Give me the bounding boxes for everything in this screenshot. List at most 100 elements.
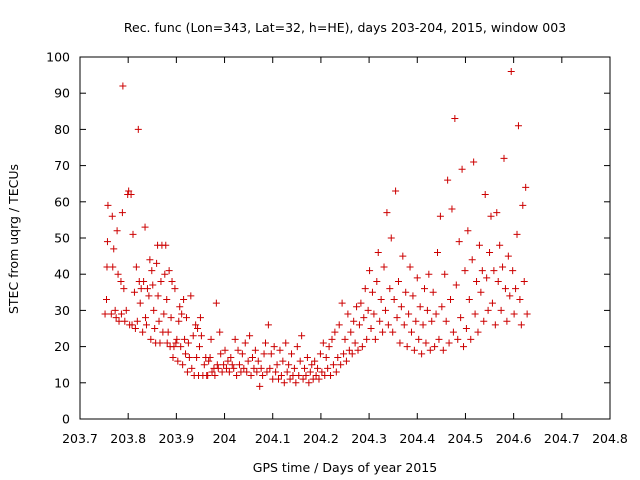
data-point-marker [379, 328, 387, 336]
data-point-marker [488, 299, 496, 307]
data-point-marker [194, 325, 202, 332]
data-point-marker [312, 372, 320, 380]
data-point-marker [212, 299, 220, 307]
data-point-marker [451, 115, 459, 123]
data-point-marker [394, 277, 402, 285]
data-point-marker [157, 277, 165, 285]
data-point-marker [455, 238, 463, 246]
data-point-marker [141, 223, 149, 231]
data-point-marker [195, 343, 203, 351]
data-point-marker [101, 310, 109, 318]
data-point-marker [454, 335, 462, 343]
data-point-marker [211, 372, 219, 380]
data-point-marker [139, 328, 147, 336]
data-point-marker [146, 256, 154, 264]
data-point-marker [318, 368, 326, 376]
data-point-marker [163, 296, 171, 304]
data-point-marker [428, 317, 436, 325]
data-point-marker [251, 346, 259, 354]
data-point-marker [473, 277, 481, 285]
data-point-marker [296, 357, 304, 365]
data-point-marker [142, 321, 150, 329]
data-point-marker [434, 248, 442, 256]
x-tick-label: 204.7 [544, 431, 580, 446]
data-point-marker [342, 357, 350, 365]
data-point-marker [188, 364, 196, 372]
data-point-marker [399, 252, 407, 260]
data-point-marker [145, 292, 153, 300]
data-point-marker [299, 375, 307, 383]
data-point-marker [371, 335, 379, 343]
data-point-marker [462, 325, 470, 332]
data-point-marker [154, 292, 162, 300]
data-point-marker [509, 267, 517, 275]
data-point-marker [460, 343, 468, 351]
data-point-marker [181, 335, 189, 343]
data-point-marker [368, 288, 376, 296]
data-point-marker [257, 364, 265, 372]
data-point-marker [177, 343, 185, 351]
data-point-marker [298, 332, 306, 340]
data-point-marker [381, 306, 389, 314]
data-point-marker [248, 353, 256, 361]
x-tick-label: 203.7 [62, 431, 98, 446]
data-point-marker [121, 317, 129, 325]
data-point-marker [341, 335, 349, 343]
data-point-marker [496, 241, 504, 249]
data-point-marker [260, 350, 268, 358]
data-point-marker [481, 191, 489, 199]
data-point-marker [431, 343, 439, 351]
data-point-marker [272, 368, 280, 376]
data-point-marker [267, 350, 275, 358]
data-point-marker [322, 353, 330, 361]
data-point-marker [363, 335, 371, 343]
data-point-marker [361, 285, 369, 293]
data-point-marker [380, 263, 388, 271]
data-point-marker [384, 321, 392, 329]
data-point-marker [262, 339, 269, 347]
data-point-marker [435, 335, 443, 343]
data-point-marker [491, 321, 499, 329]
data-point-marker [397, 303, 405, 311]
data-point-marker [165, 267, 173, 275]
data-point-marker [160, 310, 168, 318]
data-point-marker [140, 277, 148, 285]
data-point-marker [142, 314, 150, 322]
data-point-marker [444, 176, 452, 184]
data-point-marker [301, 364, 309, 372]
data-point-marker [129, 230, 137, 238]
data-point-marker [244, 357, 252, 365]
data-point-marker [325, 343, 333, 351]
data-point-marker [230, 364, 238, 372]
data-point-marker [374, 248, 382, 256]
data-point-marker [130, 288, 138, 296]
data-point-marker [143, 285, 151, 293]
data-point-marker [182, 314, 190, 322]
data-point-marker [355, 321, 363, 329]
data-point-marker [347, 328, 355, 336]
data-point-marker [522, 183, 530, 191]
y-tick-label: 100 [46, 50, 70, 65]
data-point-marker [264, 321, 272, 329]
data-point-marker [150, 306, 158, 314]
data-point-marker [327, 372, 335, 380]
data-point-marker [413, 274, 421, 282]
data-point-marker [405, 310, 413, 318]
data-point-marker [197, 332, 205, 340]
data-point-marker [487, 212, 495, 220]
data-point-marker [110, 245, 118, 253]
data-point-marker [331, 328, 339, 336]
data-point-marker [439, 346, 447, 354]
x-axis-label: GPS time / Days of year 2015 [253, 460, 437, 475]
data-point-marker [484, 306, 492, 314]
data-point-marker [497, 306, 505, 314]
data-point-marker [438, 303, 446, 311]
data-point-marker [461, 267, 469, 275]
data-point-marker [514, 122, 522, 130]
data-point-marker [493, 209, 501, 217]
data-point-marker [293, 343, 301, 351]
data-point-marker [259, 372, 267, 380]
data-point-marker [519, 201, 527, 209]
data-point-marker [315, 375, 323, 383]
y-tick-label: 0 [62, 412, 70, 427]
